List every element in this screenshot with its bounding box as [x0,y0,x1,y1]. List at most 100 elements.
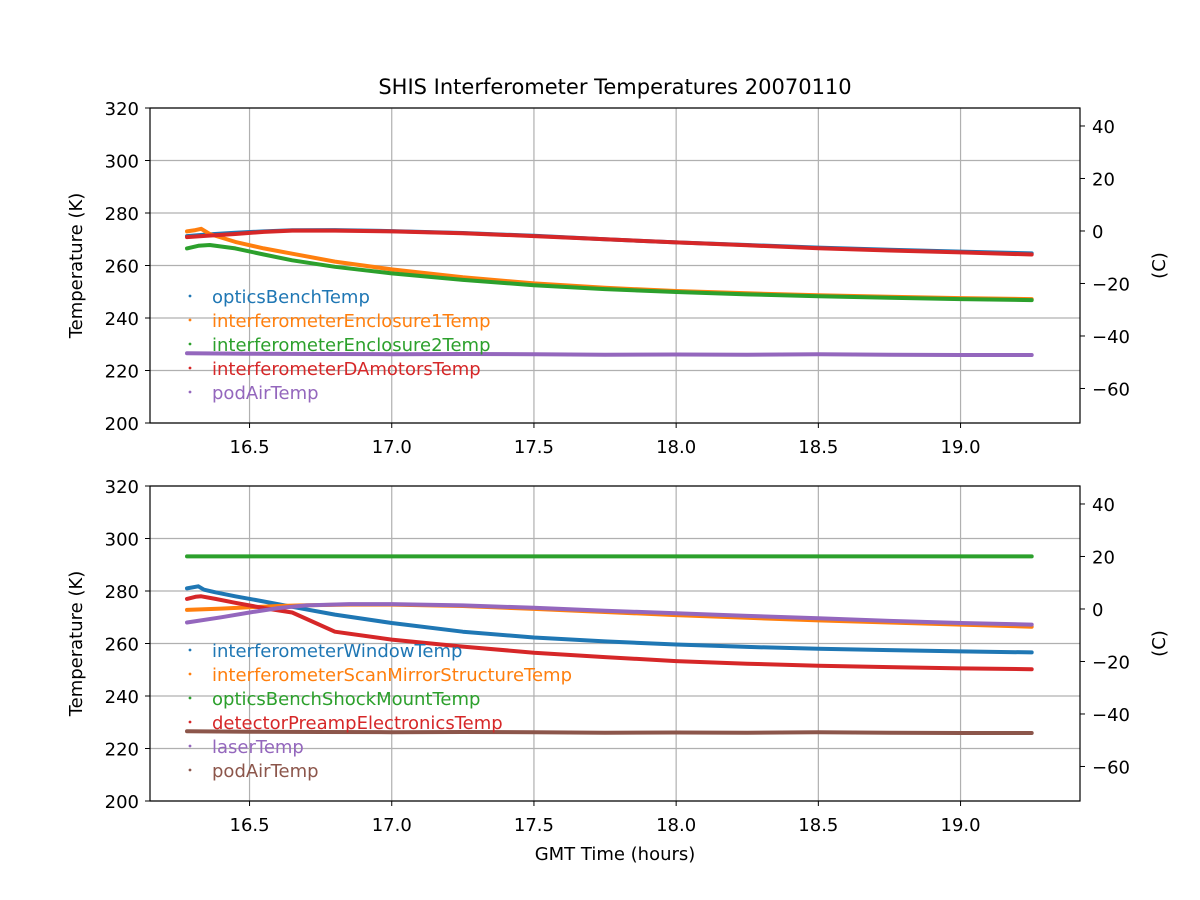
x-tick-label: 17.0 [372,815,412,836]
data-point [185,729,189,733]
data-point [674,659,678,663]
legend-marker [188,720,192,724]
series-line [185,584,1034,655]
data-point [745,614,749,618]
data-point [532,651,536,655]
bottom-panel: 16.5 17.0 17.5 18.0 18.5 19.02002202402602803… [66,477,1170,836]
y-right-axis-label: (C) [1149,252,1170,279]
data-point [233,232,237,236]
legend: interferometerWindowTemp interferometerSc… [188,641,572,782]
data-point [959,297,963,301]
data-point [816,554,820,558]
data-point [674,290,678,294]
legend-marker [188,390,192,394]
data-point [532,283,536,287]
data-point [887,619,891,623]
data-point [213,590,217,594]
data-point [219,607,223,611]
legend-marker [188,672,192,676]
data-point [745,243,749,247]
x-axis-label: GMT Time (hours) [535,844,696,865]
x-tick-label: 18.5 [798,437,838,458]
data-point [290,252,294,256]
data-point [674,731,678,734]
legend-entry: podAirTemp [212,383,319,404]
data-point [219,615,223,619]
data-point [290,229,294,233]
data-point [390,638,394,642]
data-point [959,666,963,670]
data-point [319,730,323,734]
data-point [333,630,337,634]
data-point [185,554,189,558]
data-point [185,586,189,590]
data-point [390,730,394,734]
data-point [745,554,749,558]
data-point [185,621,189,624]
data-point [959,554,963,558]
data-point [603,655,607,659]
data-point [185,229,189,233]
y-tick-label: 300 [105,152,139,173]
data-point [461,730,465,734]
y-right-tick-label: −20 [1092,274,1130,295]
legend-marker [188,294,192,298]
data-point [185,597,189,601]
y-tick-label: 240 [105,309,139,330]
legend-entry: interferometerEnclosure2Temp [212,335,491,356]
legend-marker [188,318,192,322]
y-tick-label: 240 [105,687,139,708]
x-tick-label: 17.5 [514,815,554,836]
y-right-tick-label: −60 [1092,379,1130,400]
y-tick-label: 200 [105,414,139,435]
legend-entry: interferometerWindowTemp [212,641,462,662]
data-point [1030,667,1034,671]
data-point [196,244,200,248]
data-point [304,603,308,607]
data-point [1030,353,1034,357]
data-point [262,600,266,603]
y-right-tick-label: −40 [1092,705,1130,726]
data-point [461,231,465,235]
data-point [390,621,394,625]
y-right-tick-label: 20 [1092,169,1115,190]
data-point [1030,253,1034,256]
data-point [532,636,536,639]
x-tick-label: 16.5 [230,437,270,458]
data-point [532,554,536,558]
y-right-tick-label: −60 [1092,757,1130,778]
legend-entry: laserTemp [212,737,304,758]
data-point [390,229,394,233]
y-tick-label: 260 [105,257,139,278]
data-point [816,294,820,298]
data-point [959,621,963,625]
data-point [194,228,197,232]
data-point [816,616,820,620]
legend-marker [188,744,192,748]
data-point [1030,731,1034,735]
x-tick-label: 19.0 [941,815,981,836]
data-point [248,554,251,558]
data-point [390,267,394,271]
y-axis-label: Temperature (K) [66,571,87,718]
y-right-tick-label: 40 [1092,495,1115,516]
data-point [185,608,189,612]
data-point [390,352,394,356]
data-point [887,296,891,300]
data-point [194,595,197,599]
data-point [319,352,323,356]
data-point [248,352,251,356]
data-point [213,597,217,601]
series-line [185,602,1034,627]
data-point [887,665,891,669]
data-point [205,234,209,238]
data-point [248,730,251,734]
data-point [745,662,749,666]
y-right-tick-label: 40 [1092,117,1115,138]
data-point [674,554,678,558]
data-point [202,588,206,592]
data-point [185,235,189,239]
data-point [199,227,203,231]
y-tick-label: 220 [105,362,139,383]
